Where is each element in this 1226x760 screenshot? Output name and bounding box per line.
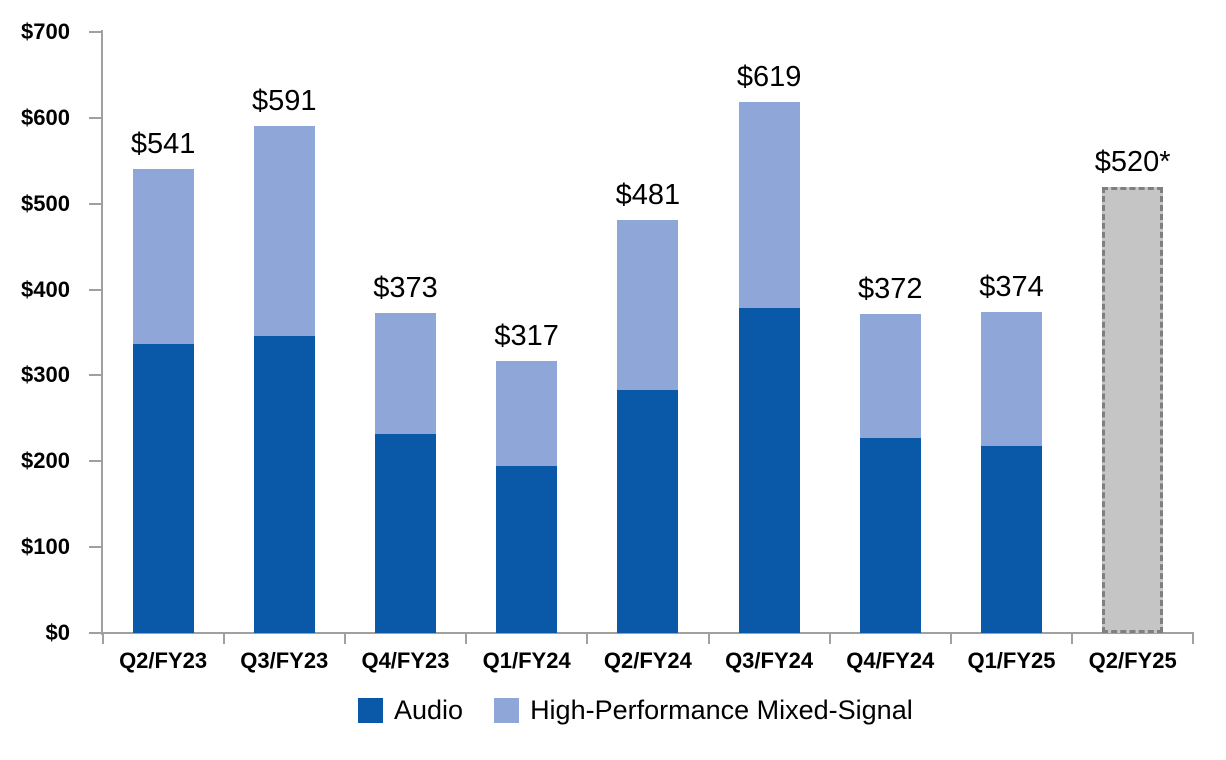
- x-axis-tick: [465, 633, 468, 644]
- legend-item-hpms: High-Performance Mixed-Signal: [494, 694, 913, 726]
- bar-total-label: $591: [252, 84, 317, 117]
- x-axis-tick: [343, 633, 346, 644]
- bar-segment-hpms-Q4/FY23: [375, 312, 436, 434]
- x-axis-tick: [949, 633, 952, 644]
- x-axis-category-label: Q3/FY23: [240, 648, 329, 673]
- bar-total-label: $372: [858, 272, 923, 305]
- hpms-legend-label: High-Performance Mixed-Signal: [530, 695, 913, 725]
- bar-segment-audio-Q1/FY24: [496, 465, 558, 633]
- y-axis-label: $300: [21, 362, 70, 388]
- x-axis-category-label: Q3/FY24: [725, 648, 814, 673]
- bar-segment-hpms-Q3/FY23: [253, 125, 315, 336]
- x-axis-category-label: Q2/FY24: [603, 648, 692, 673]
- x-axis-tick: [222, 633, 225, 644]
- y-axis-label: $100: [21, 534, 70, 560]
- y-axis-tick: [89, 460, 102, 463]
- bar-segment-audio-Q4/FY23: [375, 433, 436, 633]
- bar-segment-audio-Q3/FY24: [738, 307, 800, 633]
- x-axis-tick: [707, 633, 710, 644]
- bar-segment-hpms-Q2/FY23: [132, 168, 194, 344]
- y-axis-tick: [89, 31, 102, 33]
- x-axis-category-label: Q1/FY24: [482, 648, 571, 673]
- x-axis-tick: [101, 633, 104, 644]
- y-axis-tick: [89, 288, 102, 291]
- bar-total-label: $374: [979, 270, 1044, 303]
- bar-total-label: $619: [736, 60, 802, 93]
- y-axis-label: $500: [21, 190, 70, 216]
- bar-total-label: $520*: [1094, 145, 1171, 178]
- x-axis-tick: [586, 633, 589, 644]
- audio-legend-swatch: [358, 697, 383, 723]
- x-axis-tick: [1192, 633, 1195, 644]
- bar-projection-Q2/FY25: [1102, 186, 1164, 633]
- bar-segment-hpms-Q2/FY24: [617, 220, 679, 390]
- bar-segment-audio-Q2/FY24: [617, 390, 679, 633]
- bar-total-label: $481: [615, 179, 681, 212]
- y-axis-tick: [89, 546, 102, 549]
- y-axis-line: [101, 30, 103, 635]
- bar-total-label: $373: [373, 271, 438, 304]
- audio-legend-label: Audio: [394, 695, 464, 725]
- legend-item-audio: Audio: [358, 694, 463, 726]
- y-axis-label: $0: [45, 620, 70, 645]
- y-axis-tick: [89, 374, 102, 377]
- bar-total-label: $317: [494, 319, 559, 352]
- bar-total-label: $541: [130, 127, 196, 160]
- x-axis-tick: [828, 633, 831, 644]
- y-axis-tick: [89, 632, 102, 634]
- y-axis-label: $200: [21, 448, 70, 474]
- x-axis-tick: [1071, 633, 1074, 644]
- x-axis-category-label: Q4/FY23: [361, 648, 450, 673]
- bar-segment-audio-Q1/FY25: [981, 445, 1042, 633]
- hpms-legend-swatch: [494, 697, 520, 723]
- bar-segment-hpms-Q3/FY24: [738, 101, 800, 308]
- y-axis-label: $400: [21, 276, 70, 302]
- y-axis-tick: [89, 116, 102, 119]
- x-axis-category-label: Q2/FY23: [119, 648, 208, 673]
- bar-segment-hpms-Q4/FY24: [859, 313, 921, 439]
- y-axis-tick: [89, 202, 102, 205]
- y-axis-label: $600: [21, 104, 70, 130]
- x-axis-category-label: Q1/FY25: [967, 648, 1056, 673]
- x-axis-line: [101, 632, 1194, 634]
- bar-segment-hpms-Q1/FY25: [981, 311, 1042, 446]
- y-axis-label: $700: [21, 19, 70, 44]
- x-axis-category-label: Q4/FY24: [846, 648, 935, 673]
- bar-segment-audio-Q3/FY23: [253, 335, 315, 633]
- x-axis-category-label: Q2/FY25: [1088, 648, 1177, 673]
- bar-segment-audio-Q2/FY23: [132, 343, 194, 633]
- bar-segment-audio-Q4/FY24: [859, 438, 921, 633]
- chart-legend: Audio High-Performance Mixed-Signal: [358, 694, 913, 726]
- bar-segment-hpms-Q1/FY24: [496, 360, 558, 466]
